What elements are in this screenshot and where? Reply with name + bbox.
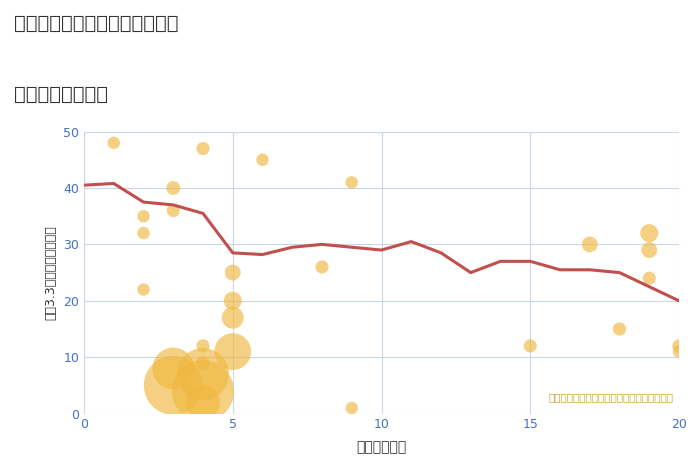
Point: [168, 207, 179, 214]
Point: [168, 382, 179, 389]
Point: [168, 184, 179, 192]
Point: [644, 274, 655, 282]
Text: 駅距離別土地価格: 駅距離別土地価格: [14, 85, 108, 103]
Point: [197, 359, 209, 367]
Point: [138, 286, 149, 293]
Point: [525, 342, 536, 350]
Point: [673, 342, 685, 350]
Point: [227, 297, 238, 305]
Point: [197, 145, 209, 152]
Point: [227, 314, 238, 321]
Point: [346, 404, 357, 412]
Point: [168, 365, 179, 372]
Point: [584, 241, 595, 248]
Point: [644, 246, 655, 254]
Point: [138, 212, 149, 220]
Point: [197, 370, 209, 378]
Point: [614, 325, 625, 333]
Text: 神奈川県中郡二宮町百合が丘の: 神奈川県中郡二宮町百合が丘の: [14, 14, 178, 33]
Point: [138, 229, 149, 237]
Point: [316, 263, 328, 271]
Point: [197, 399, 209, 406]
Y-axis label: 坪（3.3㎡）単価（万円）: 坪（3.3㎡）単価（万円）: [45, 225, 57, 320]
Point: [673, 348, 685, 355]
Point: [197, 342, 209, 350]
X-axis label: 駅距離（分）: 駅距離（分）: [356, 440, 407, 454]
Point: [644, 229, 655, 237]
Point: [227, 348, 238, 355]
Point: [227, 269, 238, 276]
Point: [108, 139, 119, 147]
Point: [197, 387, 209, 395]
Text: 円の大きさは、取引のあった物件面積を示す: 円の大きさは、取引のあった物件面積を示す: [548, 392, 673, 402]
Point: [346, 179, 357, 186]
Point: [257, 156, 268, 164]
